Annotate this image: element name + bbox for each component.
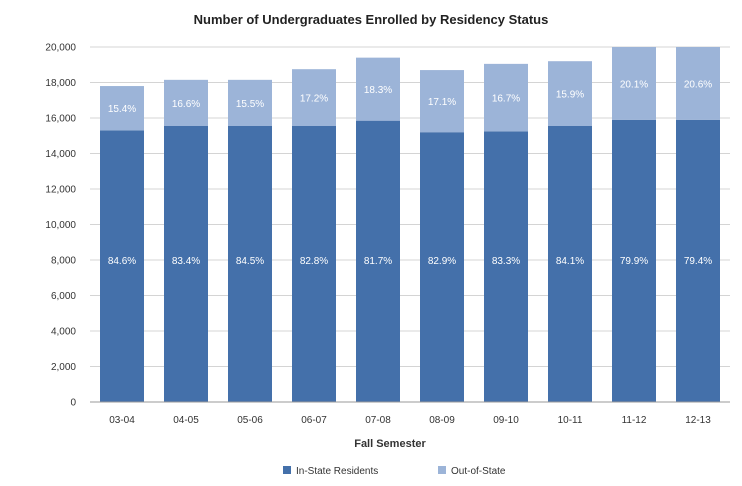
legend-entry: In-State Residents	[296, 466, 378, 477]
chart-title: Number of Undergraduates Enrolled by Res…	[194, 12, 549, 27]
data-label: 15.5%	[236, 99, 264, 110]
bar-segment-in-state	[484, 131, 528, 402]
bar-segment-out-of-state	[356, 57, 400, 121]
data-label: 84.5%	[236, 256, 264, 267]
data-label: 16.7%	[492, 94, 520, 105]
bar-segment-out-of-state	[164, 79, 208, 126]
y-tick-label: 10,000	[45, 220, 76, 231]
data-label: 16.6%	[172, 99, 200, 110]
y-axis: 0 2,000 4,000 6,000 8,000 10,000 12,000 14,000 1…	[45, 43, 76, 409]
x-tick-label: 05-06	[237, 415, 263, 426]
x-axis: 03-04 04-05 05-06 06-07 07-08 08-09 09-10 10-11…	[109, 415, 711, 426]
bar-segment-in-state	[548, 125, 592, 403]
y-tick-label: 20,000	[45, 43, 76, 54]
bar-segment-out-of-state	[484, 63, 528, 132]
bar-segment-in-state	[100, 130, 144, 403]
data-label: 17.1%	[428, 97, 456, 108]
data-label: 83.3%	[492, 256, 520, 267]
data-label: 84.6%	[108, 256, 136, 267]
y-tick-label: 0	[70, 398, 76, 409]
legend-entry: Out-of-State	[451, 466, 506, 477]
data-label: 18.3%	[364, 85, 392, 96]
data-label: 81.7%	[364, 256, 392, 267]
x-tick-label: 06-07	[301, 415, 327, 426]
data-label: 79.4%	[684, 256, 712, 267]
data-label: 82.9%	[428, 256, 456, 267]
y-tick-label: 2,000	[51, 362, 76, 373]
data-label: 20.6%	[684, 79, 712, 90]
x-tick-label: 09-10	[493, 415, 519, 426]
bar-segment-in-state	[612, 119, 656, 403]
bar-segment-out-of-state	[548, 61, 592, 126]
y-tick-label: 18,000	[45, 78, 76, 89]
bars: 84.6% 15.4% 83.4% 16.6% 84.5% 15.5% 82.8% 17.2%…	[100, 47, 720, 403]
bar-segment-in-state	[292, 125, 336, 403]
x-tick-label: 12-13	[685, 415, 711, 426]
x-tick-label: 11-12	[622, 415, 647, 426]
y-tick-label: 12,000	[45, 185, 76, 196]
bar-segment-in-state	[420, 132, 464, 402]
legend-swatch	[438, 466, 446, 474]
y-tick-label: 8,000	[51, 256, 76, 267]
data-label: 82.8%	[300, 256, 328, 267]
y-tick-label: 4,000	[51, 327, 76, 338]
data-label: 17.2%	[300, 94, 328, 105]
legend: In-State Residents Out-of-State	[283, 466, 506, 477]
bar-segment-out-of-state	[676, 47, 720, 120]
data-label: 15.9%	[556, 90, 584, 101]
legend-swatch	[283, 466, 291, 474]
bar-segment-in-state	[164, 125, 208, 403]
data-label: 79.9%	[620, 256, 648, 267]
bar-segment-out-of-state	[612, 47, 656, 120]
data-label: 15.4%	[108, 104, 136, 115]
bar-segment-out-of-state	[228, 79, 272, 126]
y-tick-label: 14,000	[45, 149, 76, 160]
bar-segment-out-of-state	[100, 86, 144, 131]
data-label: 84.1%	[556, 256, 584, 267]
y-tick-label: 16,000	[45, 114, 76, 125]
bar-segment-out-of-state	[420, 70, 464, 133]
data-label: 83.4%	[172, 256, 200, 267]
x-tick-label: 04-05	[173, 415, 199, 426]
bar-segment-in-state	[356, 120, 400, 402]
x-tick-label: 10-11	[558, 415, 583, 426]
bar-segment-in-state	[676, 119, 720, 403]
data-label: 20.1%	[620, 79, 648, 90]
x-tick-label: 07-08	[365, 415, 391, 426]
x-axis-label: Fall Semester	[354, 438, 426, 450]
x-tick-label: 03-04	[109, 415, 135, 426]
y-tick-label: 6,000	[51, 291, 76, 302]
x-tick-label: 08-09	[429, 415, 455, 426]
bar-segment-out-of-state	[292, 69, 336, 126]
bar-segment-in-state	[228, 125, 272, 403]
